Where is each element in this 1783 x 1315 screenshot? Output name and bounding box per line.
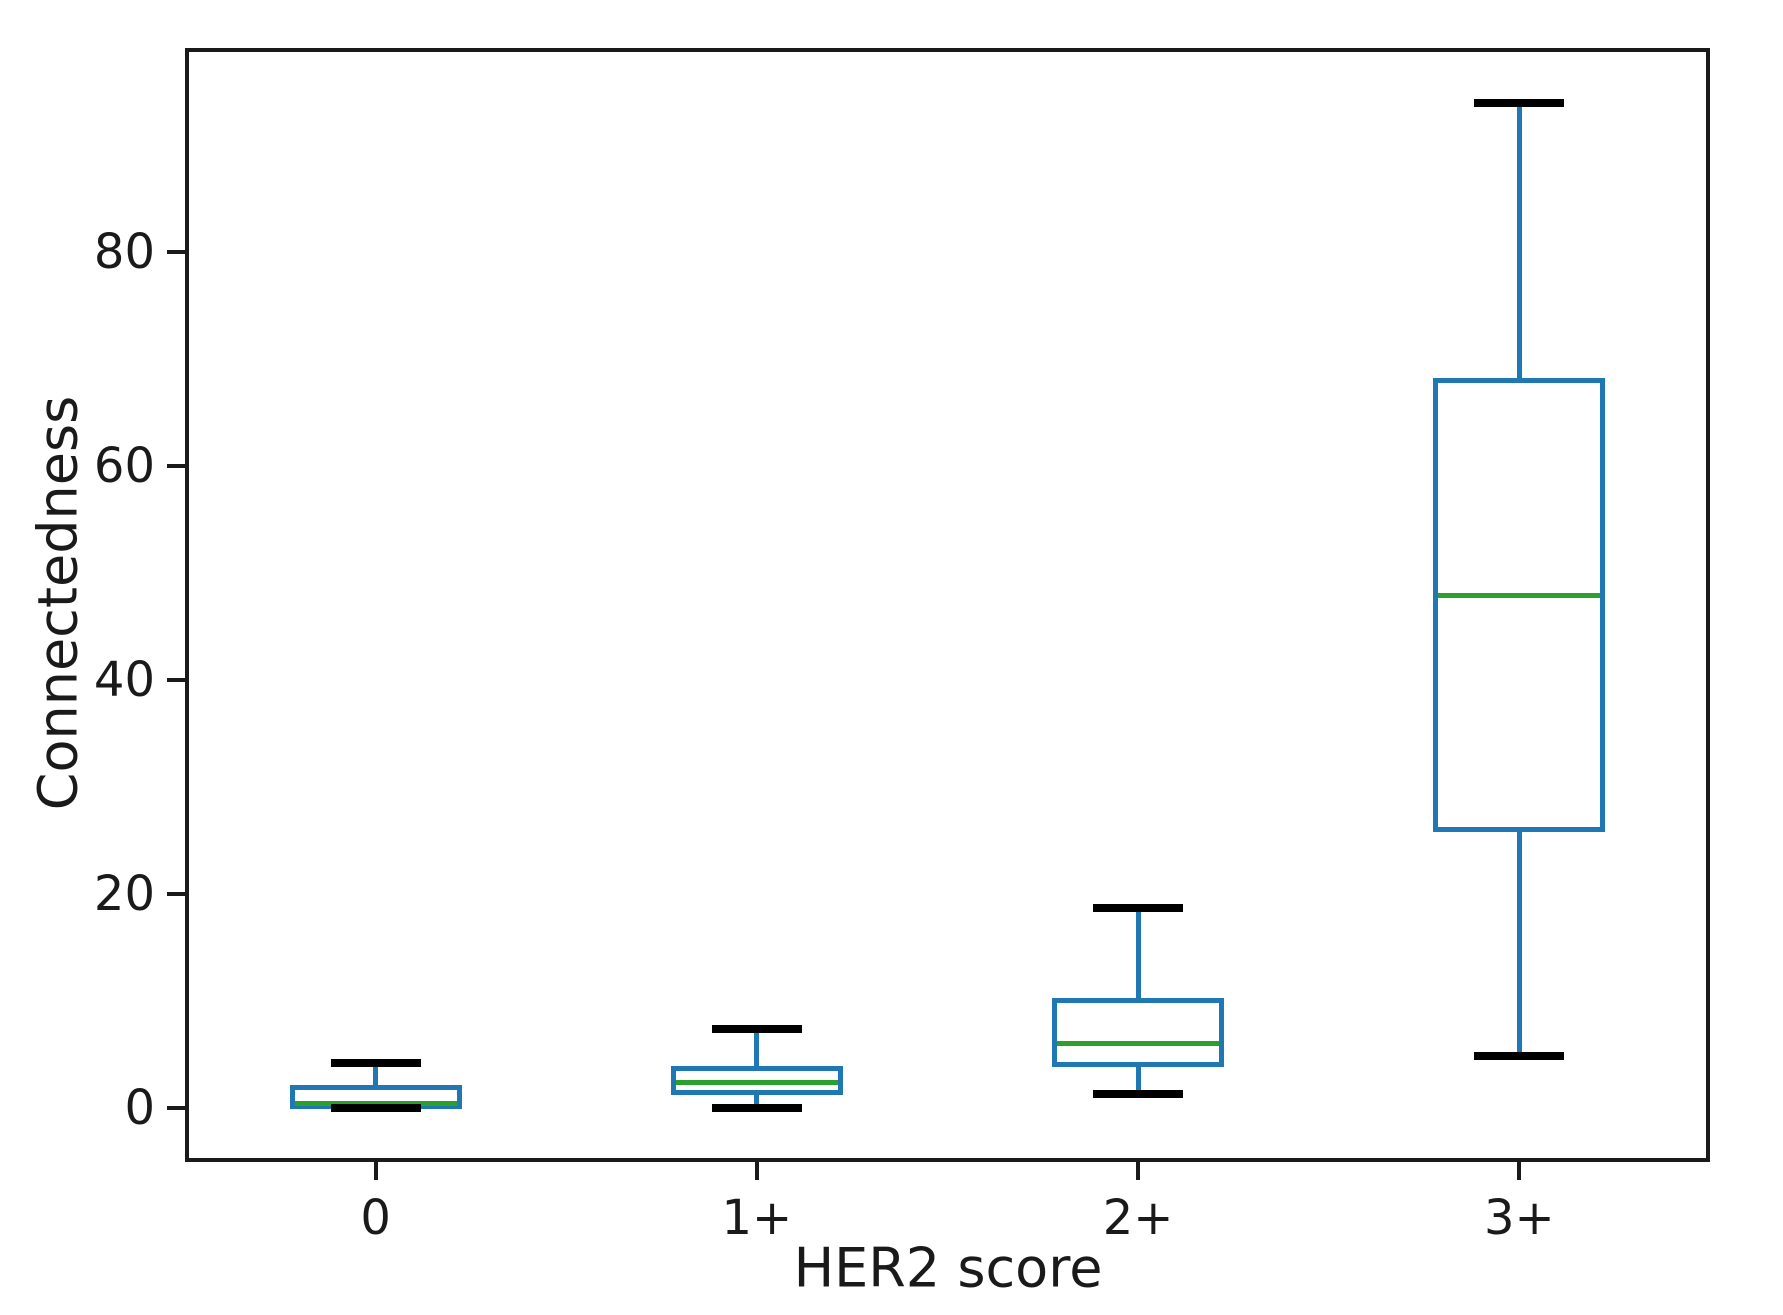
y-tick — [167, 891, 185, 896]
y-tick-label: 60 — [93, 438, 155, 495]
boxplot-median — [1057, 1041, 1220, 1047]
boxplot-cap-lower — [1093, 1089, 1184, 1098]
x-tick-label: 0 — [360, 1190, 391, 1246]
x-tick — [1136, 1162, 1141, 1180]
y-tick-label: 0 — [124, 1079, 155, 1136]
y-tick-label: 20 — [93, 865, 155, 922]
boxplot-cap-lower — [711, 1103, 802, 1112]
y-tick-label: 80 — [93, 224, 155, 281]
boxplot-median — [294, 1100, 457, 1106]
x-axis-label: HER2 score — [793, 1236, 1103, 1300]
boxplot-whisker-lower — [754, 1092, 760, 1108]
boxplot-whisker-upper — [1135, 907, 1141, 1001]
boxplot-cap-upper — [711, 1024, 802, 1033]
y-tick-label: 40 — [93, 651, 155, 708]
boxplot-whisker-upper — [373, 1062, 379, 1088]
y-tick — [167, 1105, 185, 1110]
y-tick — [167, 250, 185, 255]
boxplot-whisker-upper — [1516, 102, 1522, 381]
boxplot-box — [1433, 378, 1606, 833]
x-tick-label: 1+ — [721, 1190, 793, 1246]
boxplot-whisker-lower — [1135, 1064, 1141, 1094]
boxplot-box — [1052, 998, 1225, 1068]
x-tick — [1517, 1162, 1522, 1180]
boxplot-whisker-upper — [754, 1028, 760, 1069]
boxplot-cap-upper — [1474, 98, 1565, 107]
boxplot-cap-lower — [330, 1103, 421, 1112]
boxplot-cap-upper — [1093, 903, 1184, 912]
y-tick — [167, 464, 185, 469]
boxplot-cap-upper — [330, 1058, 421, 1067]
x-tick — [754, 1162, 759, 1180]
x-tick-label: 2+ — [1102, 1190, 1174, 1246]
y-tick — [167, 677, 185, 682]
boxplot-cap-lower — [1474, 1052, 1565, 1061]
boxplot-whisker-lower — [1516, 829, 1522, 1057]
x-tick — [373, 1162, 378, 1180]
x-tick-label: 3+ — [1483, 1190, 1555, 1246]
boxplot-median — [675, 1079, 838, 1085]
boxplot-median — [1438, 593, 1601, 598]
